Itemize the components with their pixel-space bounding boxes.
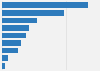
- Bar: [2, 25, 29, 31]
- Bar: [2, 55, 8, 61]
- Bar: [2, 33, 26, 38]
- Bar: [2, 48, 18, 53]
- Bar: [2, 63, 5, 69]
- Bar: [2, 10, 64, 16]
- Bar: [2, 18, 37, 23]
- Bar: [2, 2, 88, 8]
- Bar: [2, 40, 21, 46]
